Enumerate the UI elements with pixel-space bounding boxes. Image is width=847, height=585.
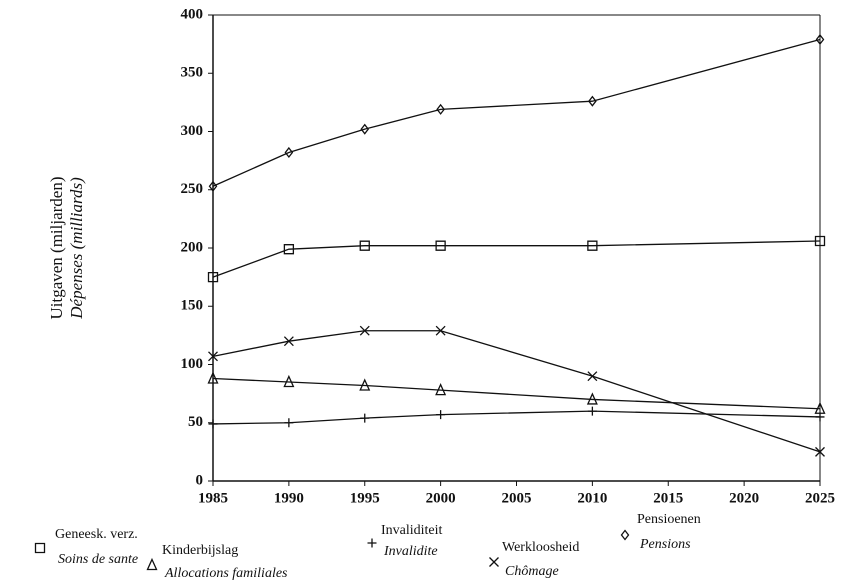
legend-label: Pensioenen	[637, 512, 701, 527]
point	[815, 446, 825, 457]
point	[208, 351, 218, 362]
legend-marker	[367, 538, 377, 548]
series-line	[212, 330, 821, 453]
point	[207, 371, 219, 384]
y-axis-label: Uitgaven (miljarden)	[47, 176, 66, 319]
y-tick-label: 250	[181, 181, 204, 197]
legend-label: Werkloosheid	[502, 540, 579, 555]
x-tick-label: 2015	[653, 490, 683, 506]
x-tick-label: 1995	[350, 490, 380, 506]
point	[435, 383, 447, 396]
point	[815, 412, 825, 422]
point	[435, 240, 446, 251]
point	[284, 146, 294, 159]
y-tick-label: 50	[188, 414, 203, 430]
point	[359, 240, 370, 251]
point	[435, 325, 446, 336]
y-tick-label: 150	[181, 298, 204, 314]
x-tick-label: 2005	[502, 490, 532, 506]
y-axis-label-fr: Dépenses (milliards)	[67, 177, 86, 320]
y-tick-label: 350	[181, 65, 204, 81]
point	[283, 374, 295, 388]
legend-marker	[620, 529, 630, 541]
legend-label: Geneesk. verz.	[55, 527, 138, 542]
point	[283, 244, 295, 255]
point	[436, 103, 445, 115]
y-tick-label: 100	[181, 356, 204, 372]
point	[814, 235, 826, 247]
y-tick-label: 0	[196, 472, 204, 488]
point	[284, 418, 294, 428]
x-tick-label: 1985	[198, 490, 228, 506]
series-line	[212, 410, 821, 425]
point	[207, 271, 219, 283]
point	[208, 180, 218, 192]
legend-label-fr: Pensions	[639, 537, 691, 552]
point	[360, 123, 370, 135]
legend-marker	[146, 557, 158, 571]
point	[436, 410, 446, 420]
y-tick-label: 400	[181, 6, 204, 22]
x-tick-label: 2010	[577, 490, 607, 506]
legend-label-fr: Invalidite	[383, 544, 438, 559]
legend-label-fr: Allocations familiales	[164, 566, 288, 581]
series-line	[212, 38, 821, 187]
x-tick-label: 2020	[729, 490, 759, 506]
y-tick-label: 300	[181, 123, 204, 139]
point	[587, 371, 598, 382]
legend-label-fr: Soins de sante	[58, 552, 138, 567]
point	[587, 240, 598, 251]
series-line	[212, 240, 821, 278]
point	[359, 325, 370, 336]
legend-label-fr: Chômage	[505, 564, 559, 579]
point	[815, 33, 825, 46]
x-tick-label: 2000	[426, 490, 456, 506]
y-tick-label: 200	[181, 239, 204, 255]
point	[586, 392, 598, 405]
legend-marker	[34, 542, 46, 554]
point	[360, 413, 370, 423]
point	[588, 95, 597, 107]
legend-label: Invaliditeit	[381, 523, 443, 538]
point	[208, 419, 218, 429]
point	[283, 336, 294, 347]
series-line	[212, 377, 821, 410]
x-tick-label: 1990	[274, 490, 304, 506]
legend-label: Kinderbijslag	[162, 543, 238, 558]
legend-marker	[489, 557, 499, 567]
x-tick-label: 2025	[805, 490, 835, 506]
point	[359, 378, 371, 391]
point	[587, 406, 597, 416]
